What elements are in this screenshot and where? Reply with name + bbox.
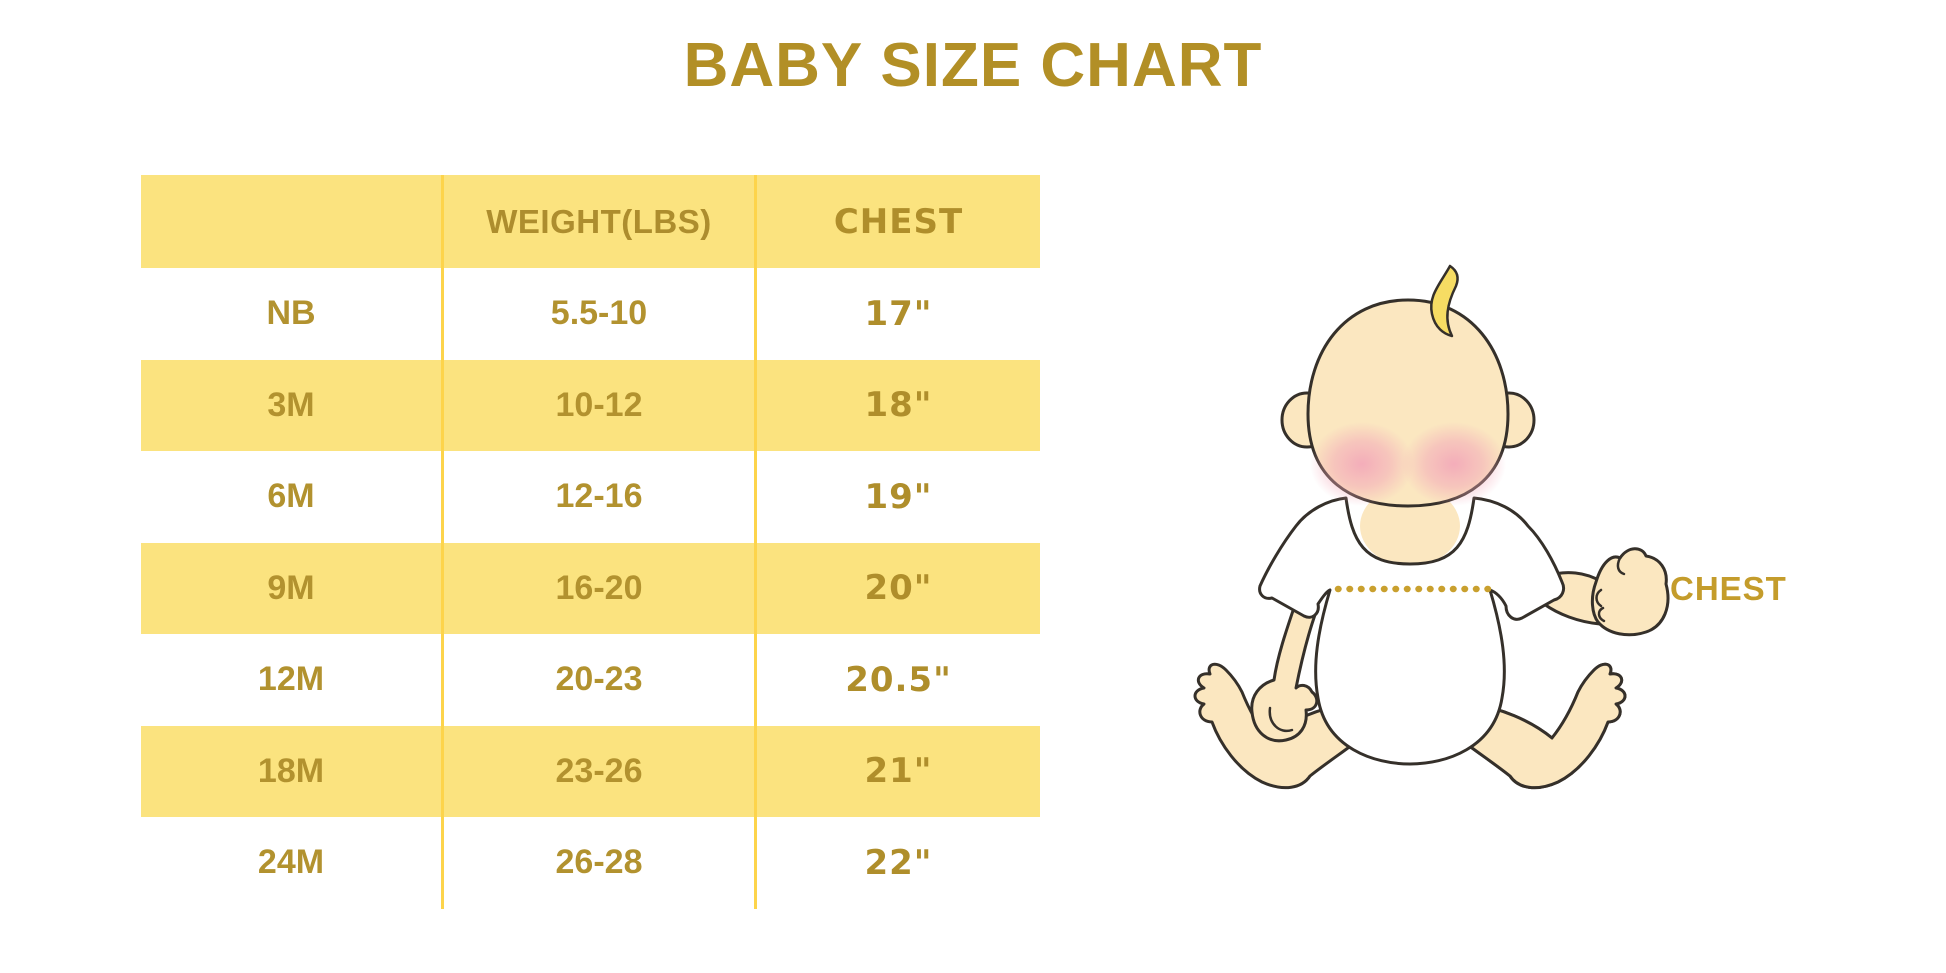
baby-hand-left-knuckle-line <box>1268 706 1294 733</box>
baby-body <box>1258 496 1566 766</box>
baby-blush-right <box>1402 422 1506 506</box>
baby-fist-finger-lines <box>1595 556 1626 623</box>
baby-neck-skin <box>1360 486 1460 566</box>
size-cell: 12M <box>141 634 441 726</box>
baby-blush-left <box>1310 422 1414 506</box>
weight-cell: 10-12 <box>441 359 754 451</box>
size-cell: 6M <box>141 451 441 543</box>
chest-cell: 18" <box>754 359 1040 451</box>
weight-cell: 5.5-10 <box>441 268 754 360</box>
baby-illustration <box>1150 240 1710 800</box>
header-chest: CHEST <box>754 175 1040 268</box>
chest-cell: 22" <box>754 817 1040 909</box>
page-title: BABY SIZE CHART <box>683 31 1263 100</box>
weight-cell: 12-16 <box>441 451 754 543</box>
chest-cell: 21" <box>754 725 1040 817</box>
weight-cell: 23-26 <box>441 725 754 817</box>
chest-cell: 17" <box>754 268 1040 360</box>
chest-measurement-label: CHEST <box>1670 570 1787 607</box>
chest-cell: 20.5" <box>754 634 1040 726</box>
chest-cell: 20" <box>754 542 1040 634</box>
baby-hair-curl <box>1429 264 1459 338</box>
chest-cell: 19" <box>754 451 1040 543</box>
baby-figure-svg <box>1193 264 1670 790</box>
weight-cell: 20-23 <box>441 634 754 726</box>
size-cell: 3M <box>141 359 441 451</box>
weight-cell: 26-28 <box>441 817 754 909</box>
size-cell: 9M <box>141 542 441 634</box>
header-size-blank <box>141 175 441 268</box>
size-cell: 18M <box>141 725 441 817</box>
size-cell: 24M <box>141 817 441 909</box>
size-cell: NB <box>141 268 441 360</box>
header-weight: WEIGHT(LBS) <box>441 175 754 268</box>
size-table: WEIGHT(LBS) CHEST NB 5.5-10 17" 3M 10-12… <box>141 175 1040 909</box>
weight-cell: 16-20 <box>441 542 754 634</box>
baby-arm-left <box>1250 588 1319 743</box>
